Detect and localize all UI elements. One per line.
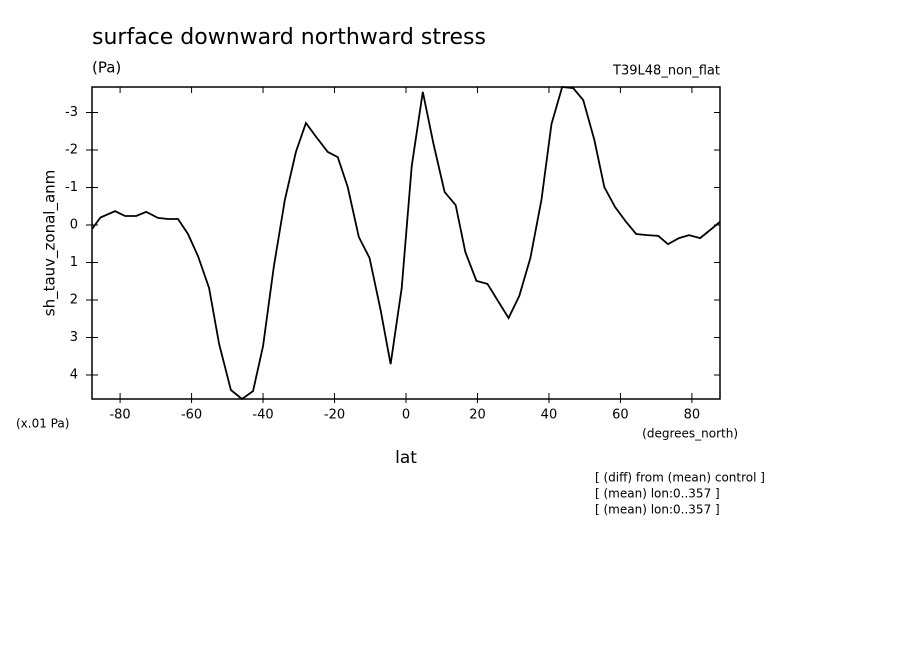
y-tick-label: 4 [70,368,78,383]
y-tick-label: 3 [70,330,78,345]
x-tick-label: 60 [612,408,629,423]
y-unit: (x.01 Pa) [16,417,69,431]
x-tick-label: -20 [324,408,345,423]
x-tick-label: 0 [402,408,410,423]
x-tick-label: 20 [469,408,486,423]
y-axis-label: sh_tauv_zonal_anm [41,170,60,317]
note: [ (mean) lon:0..357 ] [595,503,720,517]
data-line [91,86,721,401]
x-unit: (degrees_north) [642,427,738,441]
y-tick-label: 0 [70,218,78,233]
chart-subtitle: (Pa) [92,59,121,77]
chart-title: surface downward northward stress [92,25,486,50]
y-tick-label: 2 [70,293,78,308]
note: [ (diff) from (mean) control ] [595,471,765,485]
x-axis-label: lat [395,448,417,468]
x-tick-label: -60 [181,408,202,423]
y-tick-label: 1 [70,255,78,270]
note: [ (mean) lon:0..357 ] [595,487,720,501]
x-tick-label: -40 [252,408,273,423]
y-tick-label: -1 [65,180,78,195]
x-tick-label: 40 [541,408,558,423]
run-label: T39L48_non_flat [612,64,720,79]
y-tick-label: -3 [65,105,78,120]
y-tick-label: -2 [65,143,78,158]
x-tick-label: -80 [109,408,130,423]
x-tick-label: 80 [684,408,701,423]
